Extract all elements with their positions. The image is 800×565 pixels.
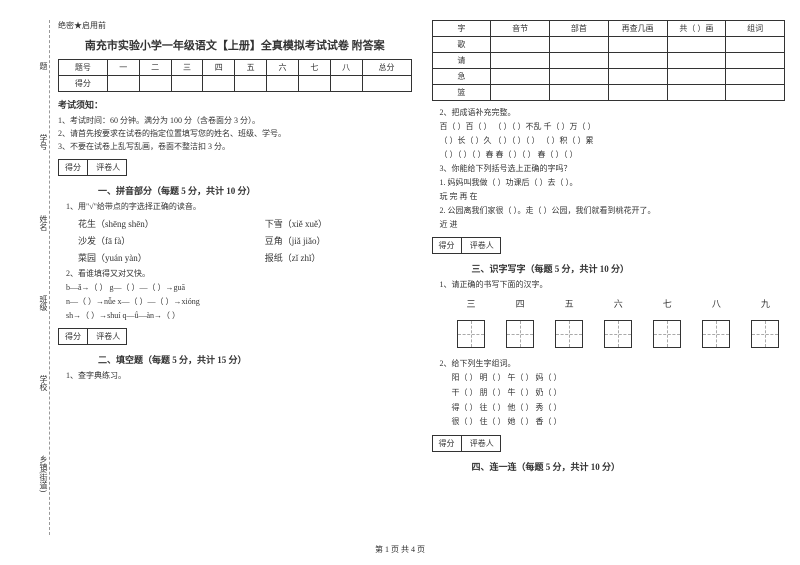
tian-box [604,320,632,348]
score-box: 得分 评卷人 [432,435,501,452]
question: 2、把成语补充完整。 [440,107,786,119]
word-line: 阳（ ） 明（ ） 午（ ） 妈（ ） [452,372,786,385]
left-column: 绝密★启用前 南充市实验小学一年级语文【上册】全真模拟考试试卷 附答案 题号 一… [58,20,412,535]
tian-box [653,320,681,348]
th: 五 [235,60,267,76]
question: 1、用"√"给带点的字选择正确的读音。 [66,201,412,213]
th: 七 [298,60,330,76]
notice-item: 3、不要在试卷上乱写乱画，卷面不整洁扣 3 分。 [58,141,412,152]
tian-box [751,320,779,348]
grader-label: 评卷人 [464,436,500,451]
right-column: 字 音节 部首 再查几画 共（ ）画 组词 歌 请 急 篮 2、把成语补充完整。… [432,20,786,535]
score-label: 得分 [433,436,462,451]
char-label: 八 [712,297,721,310]
pinyin: 豆角（jiǎ jiǎo） [265,234,412,247]
section-4-title: 四、连一连（每题 5 分，共计 10 分） [472,460,786,473]
th: 六 [267,60,299,76]
th: 一 [107,60,139,76]
tian-box [506,320,534,348]
score-box: 得分 评卷人 [58,159,127,176]
secret-tag: 绝密★启用前 [58,20,412,31]
th: 共（ ）画 [667,21,726,37]
score-total-table: 题号 一 二 三 四 五 六 七 八 总分 得分 [58,59,412,92]
question: 1、查字典练习。 [66,370,412,382]
word-line: 很（ ） 住（ ） 她（ ） 香（ ） [452,416,786,429]
char-label: 三 [467,297,476,310]
binding-label: 题 [15,62,49,70]
tian-box [457,320,485,348]
char-label: 六 [614,297,623,310]
notice-item: 1、考试时间：60 分钟。满分为 100 分（含卷面分 3 分）。 [58,115,412,126]
word-line: 干（ ） 朋（ ） 牛（ ） 奶（ ） [452,387,786,400]
binding-label: 学号 [15,134,49,150]
idiom-line: （ ）长（ ）久 （ ）（ ）（ ） （ ）积（ ）累 [440,135,786,147]
char-label: 九 [761,297,770,310]
th: 部首 [550,21,609,37]
fill-line: b—ǎ→（ ） g—（ ）—（ ）→guā [66,282,412,294]
section-1-title: 一、拼音部分（每题 5 分，共计 10 分） [98,184,412,197]
char-label: 四 [516,297,525,310]
tian-box [555,320,583,348]
binding-label: 学校 [15,375,49,391]
th: 三 [171,60,203,76]
th: 四 [203,60,235,76]
fill-line: sh→（ ）→shuí q—ǘ—àn→（ ） [66,310,412,322]
cell: 篮 [432,85,491,101]
th: 题号 [59,60,108,76]
question: 2、看谁填得又对又快。 [66,268,412,280]
th: 字 [432,21,491,37]
cell: 歌 [432,37,491,53]
grader-label: 评卷人 [90,160,126,175]
char-label: 五 [565,297,574,310]
cell: 请 [432,53,491,69]
char-label: 七 [663,297,672,310]
cell: 急 [432,69,491,85]
section-3-title: 三、识字写字（每题 5 分，共计 10 分） [472,262,786,275]
idiom-line: （ ）（ ）（ ）春 春（ ）（ ） 春（ ）（ ） [440,149,786,161]
grader-label: 评卷人 [464,238,500,253]
binding-label: 班级 [15,295,49,311]
grader-label: 评卷人 [90,329,126,344]
th: 二 [139,60,171,76]
score-label: 得分 [433,238,462,253]
notice-title: 考试须知： [58,98,412,111]
q-line: 2. 公园离我们家很（ ）。走（ ）公园，我们就看到桃花开了。 [440,205,786,217]
th: 再查几画 [608,21,667,37]
idiom-line: 百（ ）百（ ） （ ）（ ）不乱 千（ ）万（ ） [440,121,786,133]
th: 组词 [726,21,785,37]
notice-item: 2、请首先按要求在试卷的指定位置填写您的姓名、班级、学号。 [58,128,412,139]
binding-label: 乡镇(街道) [15,455,49,492]
pinyin: 报纸（zǐ zhǐ） [265,251,412,264]
score-box: 得分 评卷人 [58,328,127,345]
q-line: 近 进 [440,219,786,231]
pinyin: 花生（shēng shēn） [78,217,225,230]
question: 1、请正确的书写下面的汉字。 [440,279,786,291]
question: 2、给下列生字组词。 [440,358,786,370]
th: 音节 [491,21,550,37]
score-box: 得分 评卷人 [432,237,501,254]
q-line: 1. 妈妈叫我做（ ）功课后（ ）去（ ）。 [440,177,786,189]
binding-label: 姓名 [15,215,49,231]
score-label: 得分 [59,160,88,175]
pinyin: 菜园（yuán yàn） [78,251,225,264]
binding-margin: 题 学号 姓名 班级 学校 乡镇(街道) [15,20,50,535]
row-label: 得分 [59,76,108,92]
pinyin: 沙发（fā fà） [78,234,225,247]
fill-line: n—（ ）→nǚe x—（ ）—（ ）→xióng [66,296,412,308]
section-2-title: 二、填空题（每题 5 分，共计 15 分） [98,353,412,366]
exam-title: 南充市实验小学一年级语文【上册】全真模拟考试试卷 附答案 [58,37,412,53]
question: 3、你能给下列括号选上正确的字吗？ [440,163,786,175]
word-line: 得（ ） 往（ ） 他（ ） 秀（ ） [452,402,786,415]
dictionary-table: 字 音节 部首 再查几画 共（ ）画 组词 歌 请 急 篮 [432,20,786,101]
th: 八 [330,60,362,76]
th: 总分 [362,60,411,76]
tian-box [702,320,730,348]
pinyin: 下雪（xiě xuě） [265,217,412,230]
score-label: 得分 [59,329,88,344]
page-footer: 第 1 页 共 4 页 [0,540,800,555]
q-line: 玩 完 再 在 [440,191,786,203]
